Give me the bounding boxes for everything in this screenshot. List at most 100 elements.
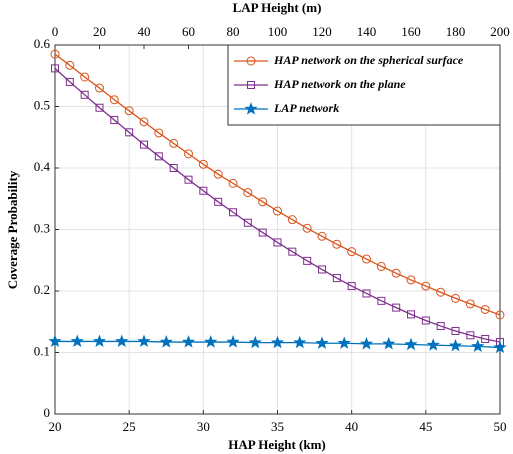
marker xyxy=(466,331,475,340)
marker xyxy=(124,106,134,116)
marker xyxy=(214,197,223,206)
marker xyxy=(303,256,312,265)
marker xyxy=(70,334,84,348)
y-tick-label: 0.1 xyxy=(34,343,50,358)
marker xyxy=(287,215,297,225)
legend-label: HAP network on the plane xyxy=(273,77,406,91)
legend-label: HAP network on the spherical surface xyxy=(273,53,464,67)
marker xyxy=(421,281,431,291)
marker xyxy=(302,223,312,233)
marker xyxy=(451,326,460,335)
marker xyxy=(181,335,196,348)
x2-tick-label: 60 xyxy=(182,24,195,39)
marker xyxy=(332,239,342,249)
marker xyxy=(244,102,258,115)
marker xyxy=(359,336,374,350)
marker xyxy=(199,186,208,195)
marker xyxy=(406,275,416,285)
x2-tick-label: 40 xyxy=(138,24,151,39)
marker xyxy=(169,164,178,172)
marker xyxy=(288,247,297,256)
legend-label: LAP network xyxy=(273,101,339,115)
marker xyxy=(140,140,148,149)
marker xyxy=(471,339,485,352)
marker xyxy=(50,49,60,59)
marker xyxy=(246,56,256,66)
marker xyxy=(436,287,446,297)
marker xyxy=(213,169,223,179)
x2-tick-label: 180 xyxy=(446,24,466,39)
marker xyxy=(65,77,74,86)
marker xyxy=(65,60,75,70)
marker xyxy=(125,128,134,137)
marker xyxy=(109,95,119,105)
y-tick-label: 0.3 xyxy=(34,220,50,235)
marker xyxy=(407,310,415,319)
marker xyxy=(270,335,285,349)
marker xyxy=(48,334,62,348)
x-axis-label: HAP Height (km) xyxy=(228,437,326,452)
y-tick-label: 0 xyxy=(44,405,51,420)
marker xyxy=(243,188,253,198)
marker xyxy=(493,340,507,354)
marker xyxy=(95,83,104,93)
marker xyxy=(362,289,371,298)
marker xyxy=(51,64,59,73)
x-tick-label: 50 xyxy=(494,419,507,434)
marker xyxy=(159,335,173,348)
x-tick-label: 45 xyxy=(419,419,432,434)
x2-tick-label: 120 xyxy=(312,24,332,39)
marker xyxy=(273,238,282,247)
marker xyxy=(184,175,193,184)
marker xyxy=(317,231,327,241)
marker xyxy=(347,247,357,257)
marker xyxy=(229,208,237,217)
series-line xyxy=(54,67,501,343)
marker xyxy=(426,338,440,351)
x-tick-label: 20 xyxy=(49,419,62,434)
x2-tick-label: 200 xyxy=(490,24,510,39)
x-tick-label: 25 xyxy=(123,419,136,434)
x2-tick-label: 0 xyxy=(52,24,59,39)
series-line xyxy=(54,53,501,316)
x2-axis-label: LAP Height (m) xyxy=(233,0,322,15)
x2-tick-label: 160 xyxy=(401,24,421,39)
marker xyxy=(391,268,401,278)
marker xyxy=(95,103,104,112)
marker xyxy=(92,334,107,348)
marker xyxy=(243,218,252,227)
x-tick-label: 35 xyxy=(271,419,284,434)
marker xyxy=(382,336,396,350)
marker xyxy=(115,334,129,348)
marker xyxy=(154,128,164,138)
marker xyxy=(258,197,268,207)
marker xyxy=(154,152,163,161)
marker xyxy=(347,282,356,291)
marker xyxy=(258,228,267,237)
x2-tick-label: 140 xyxy=(357,24,377,39)
marker xyxy=(480,304,490,314)
marker xyxy=(465,299,475,309)
marker xyxy=(377,296,386,305)
y-axis-label: Coverage Probability xyxy=(5,170,20,289)
marker xyxy=(421,316,430,325)
x-tick-label: 40 xyxy=(345,419,358,434)
marker xyxy=(204,335,218,348)
marker xyxy=(169,138,179,148)
y-tick-label: 0.2 xyxy=(34,282,50,297)
y-tick-label: 0.5 xyxy=(34,97,50,112)
marker xyxy=(481,334,490,343)
marker xyxy=(228,178,238,188)
marker xyxy=(139,117,149,127)
marker xyxy=(332,274,341,283)
marker xyxy=(337,336,351,349)
x-tick-label: 30 xyxy=(197,419,210,434)
marker xyxy=(293,335,307,349)
marker xyxy=(110,116,119,125)
marker xyxy=(495,310,505,320)
marker xyxy=(247,81,255,89)
marker xyxy=(392,303,401,312)
marker xyxy=(404,337,418,351)
x2-tick-label: 100 xyxy=(268,24,288,39)
